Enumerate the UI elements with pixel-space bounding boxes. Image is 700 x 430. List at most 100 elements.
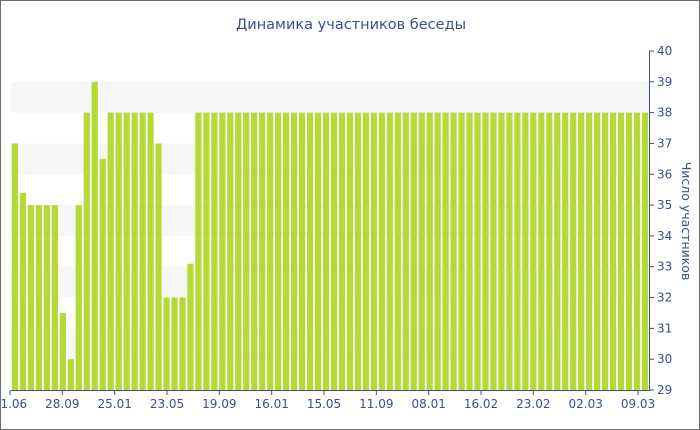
- grid-band: [11, 143, 649, 175]
- bar: [155, 143, 162, 390]
- bar: [187, 263, 194, 390]
- bar: [474, 112, 481, 390]
- bar: [283, 112, 290, 390]
- x-tick-label: 28.09: [45, 397, 79, 411]
- bar: [594, 112, 601, 390]
- bar: [171, 297, 178, 390]
- bar: [490, 112, 497, 390]
- bar: [426, 112, 433, 390]
- bar: [386, 112, 393, 390]
- bar: [298, 112, 306, 390]
- grid-band: [11, 205, 649, 236]
- grid-band: [11, 81, 649, 113]
- x-tick-label: 23.02: [516, 397, 550, 411]
- bar: [538, 112, 545, 390]
- bar: [107, 112, 114, 390]
- bar: [59, 312, 66, 390]
- bar: [450, 112, 457, 390]
- bar: [115, 112, 122, 390]
- bar: [147, 112, 154, 390]
- chart-title: Динамика участников беседы: [236, 17, 466, 33]
- bar: [378, 112, 385, 390]
- bar: [99, 158, 106, 390]
- bar: [163, 297, 170, 390]
- bar: [291, 112, 298, 390]
- x-tick-label: 08.01: [411, 397, 445, 411]
- x-tick-label: 09.03: [621, 397, 655, 411]
- x-axis-ticks: 01.06 28.09 25.01 23.05 19.09 16.01 15.05 11.09…: [1, 390, 655, 411]
- bar: [562, 112, 569, 390]
- bar: [554, 112, 561, 390]
- bar: [498, 112, 505, 390]
- bar: [306, 112, 314, 390]
- bar: [354, 112, 362, 390]
- bar: [402, 112, 409, 390]
- bar: [19, 192, 27, 390]
- bar: [35, 205, 43, 390]
- bar: [243, 112, 250, 390]
- x-tick-label: 19.09: [202, 397, 236, 411]
- grid-band: [11, 266, 649, 298]
- bar: [570, 112, 577, 390]
- bar: [51, 205, 58, 390]
- bar: [530, 112, 537, 390]
- bar: [625, 112, 633, 390]
- y-tick-label: 30: [657, 352, 672, 366]
- bar: [11, 143, 19, 390]
- bar: [267, 112, 274, 390]
- bar: [211, 112, 218, 390]
- bar: [482, 112, 489, 390]
- bar: [314, 112, 322, 390]
- y-axis-ticks: 29 30 31 32 33 34 35 36 37 38 39 40: [649, 44, 672, 397]
- bar: [259, 112, 266, 390]
- bar: [91, 81, 98, 390]
- bar: [370, 112, 377, 390]
- bar: [322, 112, 330, 390]
- bar: [578, 112, 585, 390]
- bar: [330, 112, 338, 390]
- bar: [235, 112, 242, 390]
- bar: [418, 112, 425, 390]
- y-tick-label: 33: [657, 260, 672, 274]
- bar: [602, 112, 609, 390]
- y-axis-label: Число участников: [679, 162, 694, 281]
- bar: [586, 112, 593, 390]
- y-tick-label: 37: [657, 136, 672, 150]
- bar: [227, 112, 234, 390]
- bar: [458, 112, 465, 390]
- y-tick-label: 40: [657, 44, 672, 58]
- bar: [179, 297, 186, 390]
- x-tick-label: 25.01: [97, 397, 131, 411]
- bar: [466, 112, 473, 390]
- y-tick-label: 29: [657, 383, 672, 397]
- bar: [219, 112, 226, 390]
- x-tick-label: 16.02: [464, 397, 498, 411]
- bar: [338, 112, 346, 390]
- x-tick-label: 11.09: [359, 397, 393, 411]
- bar: [75, 205, 82, 390]
- x-tick-label: 16.01: [254, 397, 288, 411]
- bar: [195, 112, 202, 390]
- y-tick-label: 32: [657, 291, 672, 305]
- bar: [641, 112, 649, 390]
- bar: [506, 112, 513, 390]
- bar: [617, 112, 625, 390]
- x-tick-label: 01.06: [1, 397, 27, 411]
- y-tick-label: 39: [657, 75, 672, 89]
- grid-bands: [11, 81, 649, 360]
- bar: [67, 359, 74, 390]
- bar: [610, 112, 617, 390]
- bar: [633, 112, 641, 390]
- bar: [546, 112, 553, 390]
- bar: [346, 112, 354, 390]
- x-tick-label: 02.03: [568, 397, 602, 411]
- bar: [410, 112, 417, 390]
- bar: [434, 112, 441, 390]
- bar: [139, 112, 146, 390]
- bar: [131, 112, 138, 390]
- bar: [251, 112, 258, 390]
- bar: [442, 112, 449, 390]
- bar: [275, 112, 282, 390]
